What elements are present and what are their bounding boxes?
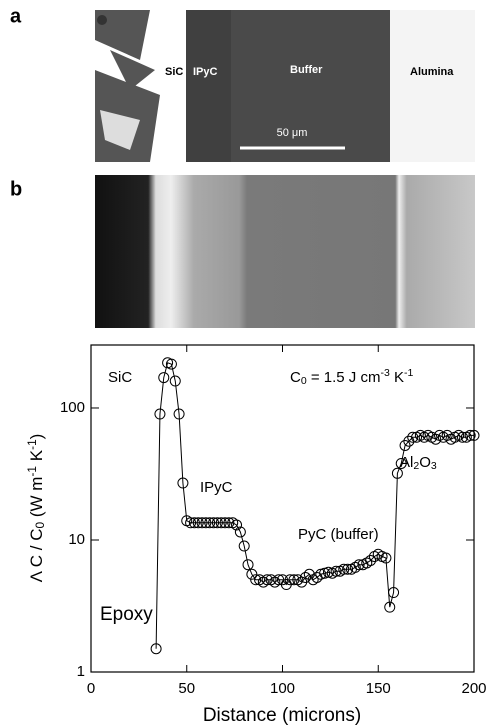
scale-label: 50 μm — [277, 127, 308, 139]
x-tick-label: 50 — [178, 680, 195, 697]
data-point — [173, 408, 185, 420]
panel-label: b — [10, 178, 22, 200]
text-part: Epoxy — [100, 604, 153, 625]
data-point — [154, 408, 166, 420]
text-part: SiC — [108, 369, 132, 386]
data-point — [188, 517, 200, 529]
text-part: O — [419, 454, 431, 471]
x-tick-label: 150 — [366, 680, 391, 697]
data-point — [395, 457, 407, 469]
data-point — [315, 568, 327, 580]
text-part: Al — [400, 454, 413, 471]
text-part: -3 — [380, 367, 389, 379]
text-part: PyC (buffer) — [298, 526, 379, 543]
data-point — [219, 517, 231, 529]
text-part: K — [27, 449, 46, 466]
data-point — [299, 571, 311, 583]
data-point — [384, 601, 396, 613]
x-tick-label: 100 — [270, 680, 295, 697]
data-point — [399, 439, 411, 451]
data-point — [196, 517, 208, 529]
data-point — [200, 517, 212, 529]
data-point — [330, 565, 342, 577]
data-point — [204, 517, 216, 529]
data-point — [303, 568, 315, 580]
data-point — [246, 568, 258, 580]
text-part: ) — [27, 434, 46, 440]
annotation: PyC (buffer) — [298, 526, 379, 543]
data-point — [342, 563, 354, 575]
region-label: IPyC — [193, 66, 218, 78]
data-point — [192, 517, 204, 529]
data-point — [238, 540, 250, 552]
data-line — [155, 362, 474, 649]
text-part: 0 — [301, 375, 307, 387]
text-part: = 1.5 J cm — [307, 369, 381, 386]
text-part: C — [290, 369, 301, 386]
data-point — [365, 554, 377, 566]
data-point — [250, 574, 262, 586]
data-point — [430, 433, 442, 445]
text-part: 0 — [33, 521, 47, 528]
data-point — [150, 643, 162, 655]
text-part: 2 — [413, 460, 419, 472]
data-point — [468, 429, 480, 441]
x-tick-label: 200 — [461, 680, 486, 697]
text-part: -1 — [25, 439, 39, 450]
annotation: SiC — [108, 369, 132, 386]
annotation: Epoxy — [100, 604, 153, 625]
text-part: 3 — [431, 460, 437, 472]
x-tick-label: 0 — [87, 680, 95, 697]
data-point — [349, 561, 361, 573]
data-point — [388, 587, 400, 599]
text-part: Λ C / C — [27, 528, 46, 582]
micrograph: SiC IPyC Buffer Alumina 50 μm — [95, 10, 475, 162]
data-point — [185, 517, 197, 529]
data-point — [441, 429, 453, 441]
data-point — [391, 467, 403, 479]
data-point — [215, 517, 227, 529]
region-label: SiC — [165, 66, 183, 78]
data-point — [284, 574, 296, 586]
data-point — [242, 559, 254, 571]
data-point — [353, 559, 365, 571]
data-point — [322, 566, 334, 578]
y-tick-label: 100 — [60, 399, 85, 416]
data-point — [158, 372, 170, 384]
text-part: (W m — [27, 477, 46, 522]
panel-label: a — [10, 5, 22, 27]
region-label: Alumina — [410, 66, 454, 78]
y-tick-label: 1 — [77, 663, 85, 680]
data-point — [165, 358, 177, 370]
data-point — [223, 517, 235, 529]
y-axis-label: Λ C / C0 (W m-1 K-1) — [25, 434, 47, 583]
annotation: C0 = 1.5 J cm-3 K-1 — [290, 367, 413, 386]
region-label: Buffer — [290, 64, 323, 76]
data-point — [288, 574, 300, 586]
data-point — [177, 477, 189, 489]
text-part: -1 — [25, 466, 39, 477]
data-point — [169, 375, 181, 387]
data-point — [261, 574, 273, 586]
data-point — [231, 519, 243, 531]
data-point — [464, 429, 476, 441]
data-point — [234, 526, 246, 538]
data-point — [457, 431, 469, 443]
text-part: IPyC — [200, 479, 233, 496]
y-tick-label: 10 — [68, 531, 85, 548]
data-point — [380, 552, 392, 564]
data-point — [407, 431, 419, 443]
data-point — [211, 517, 223, 529]
annotation: IPyC — [200, 479, 233, 496]
data-point — [338, 563, 350, 575]
x-axis-label: Distance (microns) — [203, 705, 361, 726]
annotation: Al2O3 — [400, 454, 437, 472]
thermal-image — [95, 175, 475, 328]
text-part: -1 — [404, 367, 413, 379]
data-point — [208, 517, 220, 529]
text-part: K — [390, 369, 404, 386]
data-point — [319, 567, 331, 579]
